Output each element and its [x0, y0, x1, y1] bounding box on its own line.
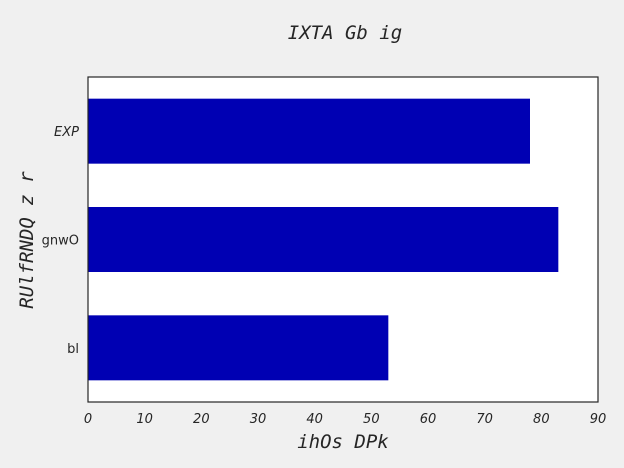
y-axis-label: RUlfRNDQ z r [16, 171, 38, 309]
x-tick-label: 30 [250, 412, 267, 427]
bars-group [88, 98, 559, 381]
x-tick-label: 90 [590, 412, 607, 427]
x-ticks-group: 0 10 20 30 40 50 60 70 80 90 [84, 412, 606, 427]
x-tick-label: 80 [533, 412, 550, 427]
y-category-labels: EXP gnwO bl [42, 125, 80, 357]
y-tick-label: gnwO [42, 234, 79, 249]
bar-gnwO [88, 207, 559, 272]
x-tick-label: 0 [84, 412, 92, 427]
x-tick-label: 20 [193, 412, 210, 427]
x-tick-label: 40 [306, 412, 323, 427]
y-tick-label: EXP [54, 125, 79, 140]
x-tick-label: 10 [136, 412, 153, 427]
chart-title: IXTA Gb ig [288, 22, 402, 44]
x-tick-label: 50 [363, 412, 380, 427]
bar-bl [88, 315, 389, 381]
x-tick-label: 60 [420, 412, 437, 427]
y-tick-label: bl [67, 342, 79, 357]
x-axis-label: ihOs DPk [297, 431, 389, 453]
plot-frame [87, 76, 599, 403]
bar-EXP [88, 98, 530, 164]
x-tick-label: 70 [476, 412, 493, 427]
